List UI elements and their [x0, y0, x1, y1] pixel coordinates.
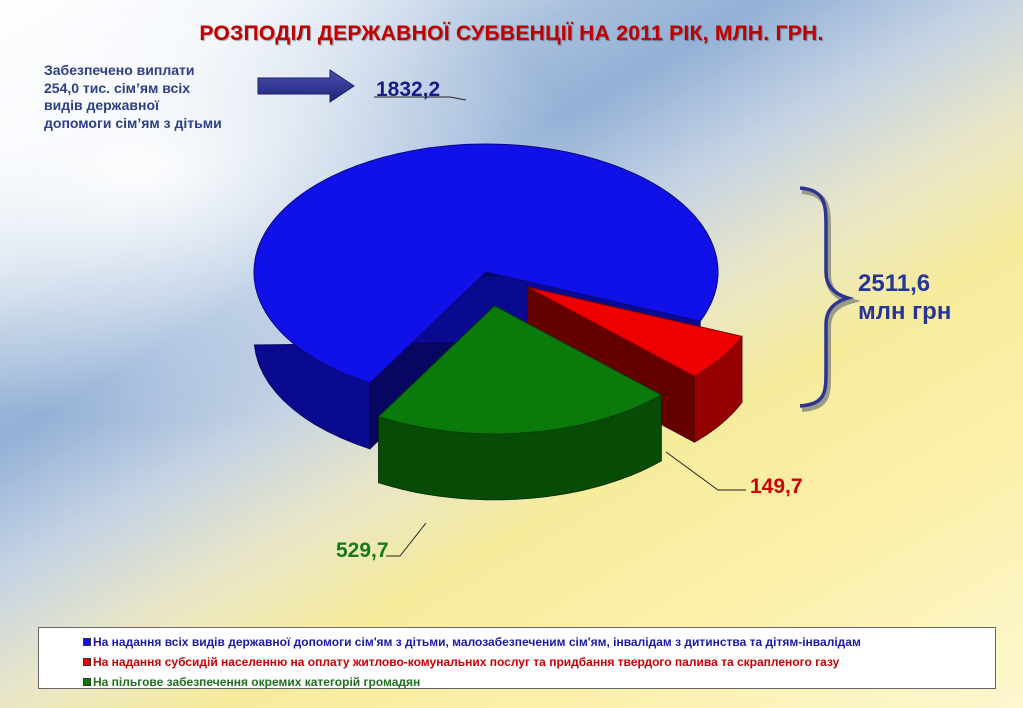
total-brace — [799, 186, 855, 408]
note-line: допомоги сім’ям з дітьми — [44, 114, 222, 131]
annotation-note: Забезпечено виплати 254,0 тис. сім’ям вс… — [44, 62, 274, 132]
slice-top-face — [527, 286, 743, 377]
chart-title: РОЗПОДІЛ ДЕРЖАВНОЇ СУБВЕНЦІЇ НА 2011 РІК… — [199, 22, 824, 45]
slice-top-face — [377, 305, 663, 435]
pie-slice — [377, 304, 663, 501]
legend: На надання всіх видів державної допомоги… — [38, 627, 996, 689]
total-value: 2511,6 — [858, 270, 931, 297]
total-unit: млн грн — [858, 298, 952, 325]
leader-line — [665, 451, 746, 491]
legend-label: На надання всіх видів державної допомоги… — [93, 635, 861, 649]
data-label: 149,7 — [750, 475, 803, 498]
note-line: видів державної — [44, 97, 159, 113]
legend-swatch — [83, 638, 91, 646]
leader-line — [386, 522, 427, 557]
data-label: 529,7 — [336, 539, 389, 562]
legend-label: На надання субсидій населенню на оплату … — [93, 655, 840, 669]
note-line: 254,0 тис. сім’ям всіх — [44, 79, 191, 96]
data-label: 1832,2 — [376, 78, 440, 101]
legend-swatch — [83, 678, 91, 686]
legend-item-families: На надання всіх видів державної допомоги… — [83, 632, 995, 652]
leader-line — [374, 96, 467, 101]
slice-top-face — [253, 143, 719, 384]
legend-item-subsidies: На надання субсидій населенню на оплату … — [83, 652, 995, 672]
arrow-right-icon — [257, 69, 355, 103]
legend-swatch — [83, 658, 91, 666]
legend-item-benefits: На пільгове забезпечення окремих категор… — [83, 672, 995, 692]
legend-label: На пільгове забезпечення окремих категор… — [93, 675, 421, 689]
total-label: 2511,6 млн грн — [858, 270, 951, 326]
note-line: Забезпечено виплати — [44, 62, 195, 78]
